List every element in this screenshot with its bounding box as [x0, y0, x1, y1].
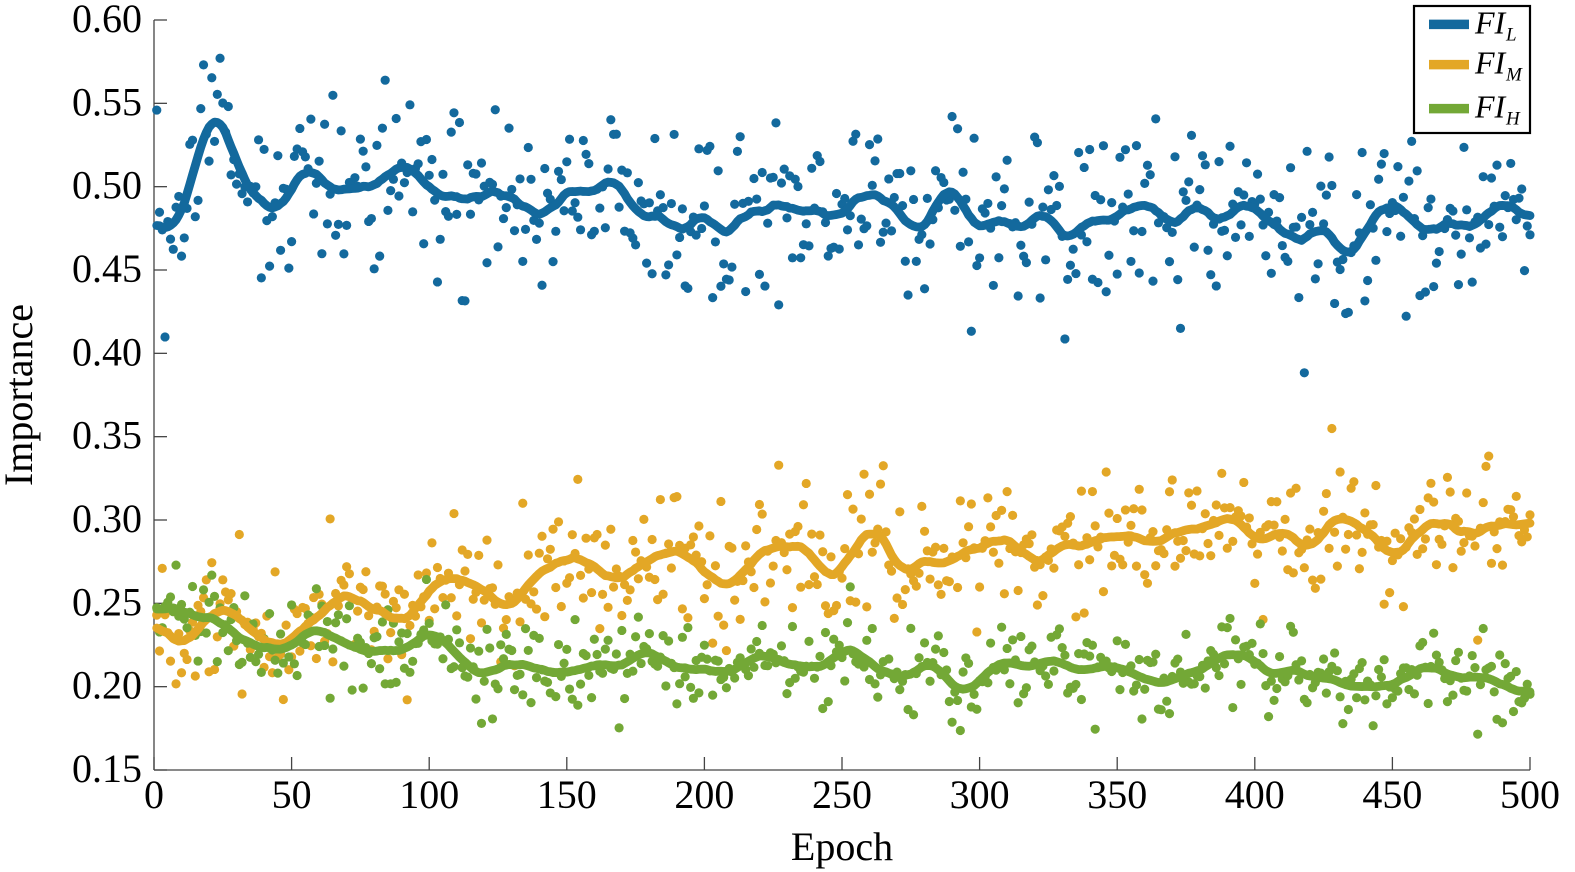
- svg-text:500: 500: [1500, 772, 1560, 817]
- svg-text:0.35: 0.35: [72, 413, 142, 458]
- svg-text:0.25: 0.25: [72, 579, 142, 624]
- svg-text:0.40: 0.40: [72, 329, 142, 374]
- svg-text:0.30: 0.30: [72, 496, 142, 541]
- svg-text:FI: FI: [1474, 4, 1507, 40]
- svg-text:100: 100: [399, 772, 459, 817]
- svg-text:FI: FI: [1474, 89, 1507, 125]
- svg-text:0.15: 0.15: [72, 746, 142, 791]
- svg-text:150: 150: [537, 772, 597, 817]
- svg-text:M: M: [1505, 65, 1523, 86]
- svg-text:H: H: [1505, 109, 1521, 130]
- svg-text:50: 50: [272, 772, 312, 817]
- svg-text:0.20: 0.20: [72, 663, 142, 708]
- svg-text:0.50: 0.50: [72, 163, 142, 208]
- svg-text:Importance: Importance: [0, 304, 41, 486]
- svg-text:300: 300: [950, 772, 1010, 817]
- svg-text:L: L: [1505, 24, 1517, 45]
- svg-text:Epoch: Epoch: [791, 824, 893, 869]
- svg-text:0.55: 0.55: [72, 79, 142, 124]
- svg-text:350: 350: [1087, 772, 1147, 817]
- svg-text:FI: FI: [1474, 45, 1507, 81]
- svg-text:450: 450: [1362, 772, 1422, 817]
- svg-text:400: 400: [1225, 772, 1285, 817]
- svg-text:0.45: 0.45: [72, 246, 142, 291]
- svg-text:250: 250: [812, 772, 872, 817]
- svg-text:0.60: 0.60: [72, 0, 142, 41]
- svg-text:200: 200: [674, 772, 734, 817]
- svg-text:0: 0: [144, 772, 164, 817]
